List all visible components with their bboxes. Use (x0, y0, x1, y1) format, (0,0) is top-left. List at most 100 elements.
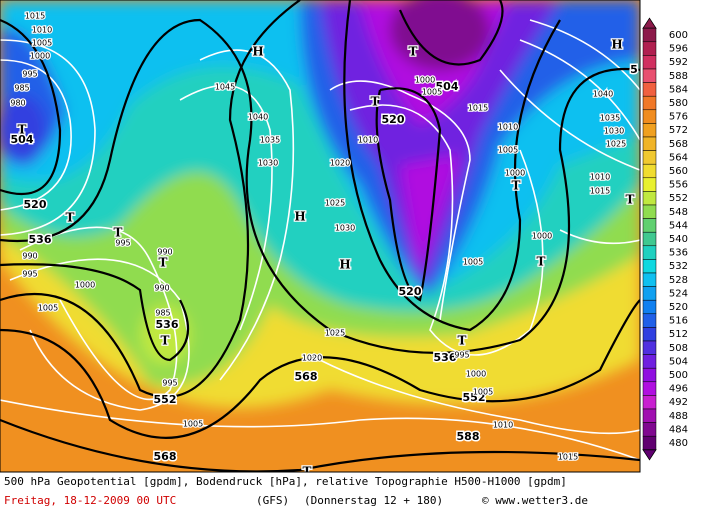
colorbar-label: 584 (669, 84, 688, 95)
colorbar-label: 500 (669, 370, 688, 381)
colorbar-swatch (642, 163, 657, 179)
pressure-label: 1015 (25, 12, 45, 21)
low-marker: T (537, 255, 546, 269)
geopotential-label: 520 (399, 285, 422, 298)
pressure-label: 1005 (463, 258, 483, 267)
pressure-label: 1030 (604, 127, 624, 136)
colorbar-label: 488 (669, 411, 688, 422)
colorbar-swatch (642, 259, 657, 274)
pressure-label: 1010 (590, 173, 610, 182)
geopotential-label: 520 (382, 113, 405, 126)
pressure-label: 1030 (335, 224, 355, 233)
map: 504 520 536 536 552 568 568 520 504 520 536 552 588 5… (0, 0, 640, 479)
footer-run: (Donnerstag 12 + 180) (304, 494, 443, 507)
pressure-label: 1000 (505, 169, 525, 178)
pressure-label: 1000 (466, 370, 486, 379)
colorbar-swatch (642, 204, 657, 219)
pressure-label: 1020 (330, 159, 350, 168)
low-marker: T (161, 334, 170, 348)
pressure-label: 1010 (498, 123, 518, 132)
pressure-label: 1010 (358, 136, 378, 145)
colorbar-label: 564 (669, 152, 688, 163)
pressure-label: 995 (22, 70, 37, 79)
pressure-label: 1040 (248, 113, 268, 122)
colorbar-label: 588 (669, 71, 688, 82)
pressure-label: 1000 (30, 52, 50, 61)
low-marker: T (18, 123, 27, 137)
colorbar-swatch (642, 299, 657, 315)
high-marker: H (252, 45, 263, 59)
colorbar-swatch (642, 95, 657, 111)
pressure-label: 990 (154, 284, 169, 293)
colorbar-swatch (642, 136, 657, 151)
low-marker: T (626, 193, 635, 207)
colorbar-label: 532 (669, 261, 688, 272)
pressure-label: 990 (22, 252, 37, 261)
colorbar-swatch (642, 367, 657, 383)
colorbar-swatch (642, 41, 657, 56)
pressure-label: 985 (14, 84, 29, 93)
pressure-label: 1000 (532, 232, 552, 241)
pressure-label: 1000 (75, 281, 95, 290)
colorbar-swatch (642, 150, 657, 165)
pressure-label: 985 (155, 309, 170, 318)
pressure-label: 1010 (493, 421, 513, 430)
pressure-label: 1005 (32, 39, 52, 48)
colorbar-label: 540 (669, 234, 688, 245)
colorbar-swatch (642, 27, 657, 43)
pressure-label: 1035 (260, 136, 280, 145)
colorbar-label: 568 (669, 139, 688, 150)
colorbar-swatch (642, 109, 657, 124)
geopotential-label: 504 (11, 133, 34, 146)
colorbar-swatch (642, 272, 657, 287)
pressure-label: 1040 (593, 90, 613, 99)
low-marker: T (409, 45, 418, 59)
colorbar-swatch (642, 354, 657, 369)
pressure-label: 1005 (38, 304, 58, 313)
geopotential-label: 552 (154, 393, 177, 406)
colorbar-label: 520 (669, 302, 688, 313)
colorbar-label: 536 (669, 248, 688, 259)
pressure-label: 1025 (325, 199, 345, 208)
colorbar-label: 528 (669, 275, 688, 286)
colorbar-label: 496 (669, 384, 688, 395)
colorbar-swatch (642, 381, 657, 396)
colorbar-swatch (642, 313, 657, 328)
low-marker: T (303, 465, 312, 479)
map-labels: 504 520 536 536 552 568 568 520 504 520 536 552 588 5… (9, 10, 639, 479)
pressure-label: 995 (22, 270, 37, 279)
low-marker: T (159, 256, 168, 270)
colorbar-swatch (642, 218, 657, 233)
colorbar-label: 580 (669, 98, 688, 109)
low-marker: T (66, 211, 75, 225)
geopotential-label: 588 (457, 430, 480, 443)
pressure-label: 1005 (498, 146, 518, 155)
geopotential-label: 504 (436, 80, 459, 93)
pressure-label: 1035 (600, 114, 620, 123)
footer-title: 500 hPa Geopotential [gpdm], Bodendruck … (4, 475, 567, 488)
pressure-label: 1045 (215, 83, 235, 92)
colorbar-swatch (642, 327, 657, 342)
pressure-label: 980 (10, 99, 25, 108)
geopotential-label: 568 (295, 370, 318, 383)
colorbar-label: 576 (669, 112, 688, 123)
pressure-label: 1015 (558, 453, 578, 462)
colorbar-swatch (642, 245, 657, 260)
pressure-label: 995 (454, 351, 469, 360)
colorbar-arrow-top (642, 17, 657, 29)
footer-credit: © www.wetter3.de (482, 494, 588, 507)
pressure-label: 1015 (468, 104, 488, 113)
colorbar-label: 552 (669, 193, 688, 204)
colorbar-swatch (642, 177, 657, 192)
colorbar-swatch (642, 82, 657, 97)
pressure-label: 995 (162, 379, 177, 388)
pressure-label: 1005 (183, 420, 203, 429)
pressure-label: 1025 (606, 140, 626, 149)
colorbar-label: 480 (669, 438, 688, 449)
footer-date: Freitag, 18-12-2009 00 UTC (4, 494, 176, 507)
pressure-label: 990 (157, 248, 172, 257)
high-marker: H (611, 38, 622, 52)
colorbar-swatch (642, 286, 657, 301)
colorbar-swatch (642, 395, 657, 410)
